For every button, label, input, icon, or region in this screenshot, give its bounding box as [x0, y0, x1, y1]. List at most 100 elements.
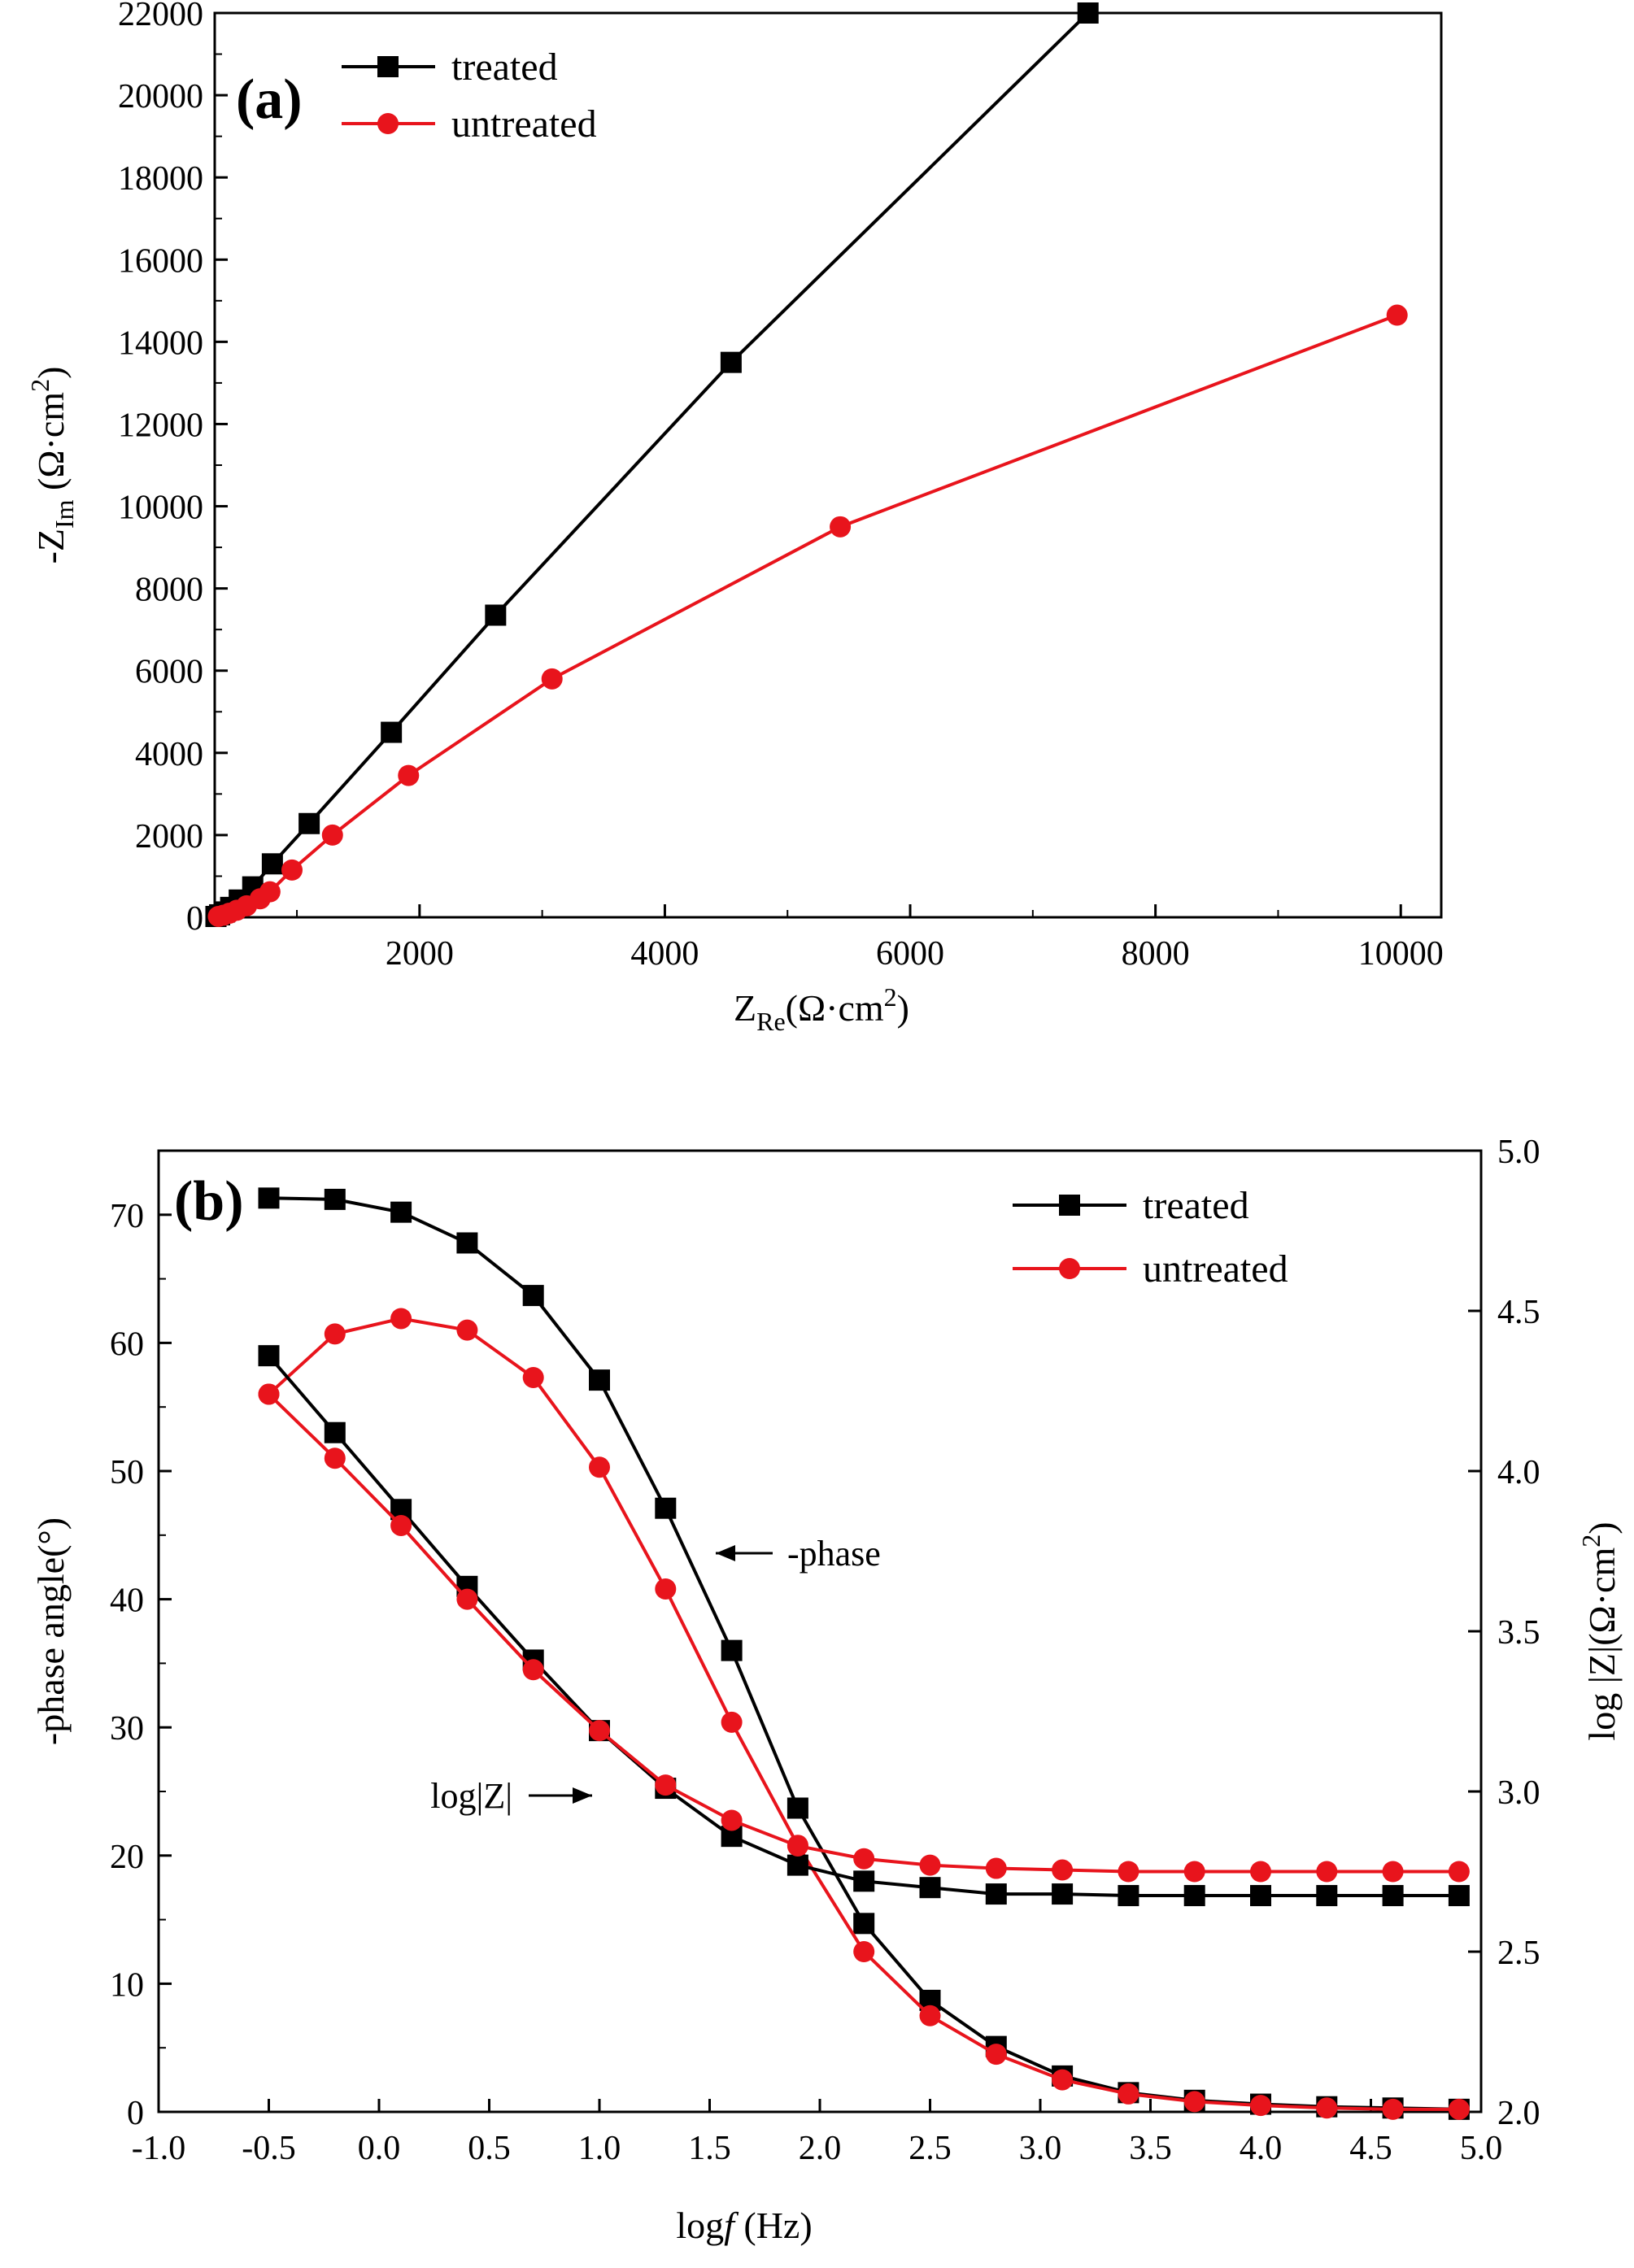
point-b-untreated-logz	[985, 1857, 1007, 1879]
annotation-phase-label: -phase	[787, 1534, 881, 1574]
y2-tick-label-b: 3.5	[1497, 1614, 1540, 1652]
point-b-treated-phase	[456, 1232, 478, 1254]
annotation-logz: log|Z|	[430, 1776, 592, 1816]
series-b-treated-logz	[258, 1345, 1470, 1907]
point-b-treated-phase	[721, 1639, 743, 1661]
point-b-untreated-logz	[1118, 1861, 1139, 1883]
point-b-treated-phase	[655, 1497, 677, 1519]
point-b-untreated-logz	[1183, 1861, 1205, 1883]
point-b-untreated-phase	[1118, 2083, 1139, 2105]
y-tick-label-a: 10000	[118, 490, 203, 527]
legend-b-untreated-label: untreated	[1143, 1247, 1288, 1291]
legend-a-untreated: untreated	[342, 102, 597, 146]
legend-a: treated untreated	[342, 46, 597, 146]
y-tick-label-a: 6000	[135, 654, 203, 691]
point-b-untreated-logz	[324, 1447, 346, 1469]
point-b-treated-logz	[1183, 1885, 1205, 1907]
y-tick-label-b: 10	[110, 1966, 144, 2004]
point-b-untreated-phase	[919, 2005, 941, 2026]
x-tick-label-b: 2.0	[799, 2130, 842, 2167]
point-b-untreated-phase	[1183, 2091, 1205, 2113]
y-tick-label-a: 8000	[135, 572, 203, 609]
x-axis-title-a: ZRe(Ω·cm2)	[734, 982, 909, 1036]
point-b-untreated-logz	[1052, 1859, 1074, 1881]
point-b-untreated-phase	[1448, 2098, 1470, 2120]
y2-title-b-main: log |Z|(Ω·cm	[1581, 1548, 1623, 1741]
point-b-treated-logz	[1052, 1883, 1074, 1905]
y-tick-label-b: 70	[110, 1198, 144, 1235]
series-a-untreated	[207, 304, 1408, 927]
point-b-treated-phase	[522, 1285, 544, 1307]
point-b-treated-logz	[1250, 1885, 1271, 1907]
y2-title-b-close: )	[1581, 1521, 1623, 1534]
y2-tick-label-b: 4.5	[1497, 1294, 1540, 1331]
y2-title-b-sup: 2	[1576, 1534, 1606, 1548]
x-title-a-sub: Re	[756, 1007, 786, 1036]
point-b-untreated-logz	[589, 1720, 610, 1742]
nyquist-plot: 2000 4000 6000 8000 10000 0 2000 4000 6000 8000 10…	[25, 0, 1444, 1036]
point-a-untreated	[1386, 304, 1408, 326]
legend-b-treated-marker	[1059, 1195, 1080, 1216]
series-b-untreated-logz	[258, 1383, 1470, 1883]
y2-axis-title-b: log |Z|(Ω·cm2)	[1576, 1521, 1623, 1740]
series-b-treated-phase	[258, 1187, 1470, 2120]
y-tick-label-a: 12000	[118, 407, 203, 444]
point-b-treated-logz	[324, 1421, 346, 1443]
point-b-untreated-logz	[853, 1848, 875, 1870]
x-tick-label-b: 1.5	[688, 2130, 731, 2167]
point-b-untreated-logz	[522, 1659, 544, 1681]
x-tick-label-b: 3.0	[1019, 2130, 1062, 2167]
plot-frame-b	[157, 1149, 1483, 2113]
point-b-untreated-logz	[390, 1514, 412, 1536]
point-b-treated-logz	[258, 1345, 280, 1367]
point-b-untreated-logz	[258, 1383, 280, 1405]
legend-a-untreated-marker	[377, 113, 399, 134]
x-title-a-sup: 2	[884, 982, 897, 1012]
y-title-a-sup: 2	[25, 379, 54, 392]
point-b-untreated-logz	[721, 1809, 743, 1831]
point-b-treated-phase	[786, 1797, 808, 1819]
x-tick-label-a: 8000	[1122, 935, 1190, 973]
y-tick-label-a: 18000	[118, 160, 203, 198]
point-b-untreated-phase	[456, 1319, 478, 1341]
x-tick-label-b: 1.0	[578, 2130, 621, 2167]
y-tick-label-a: 0	[186, 900, 203, 938]
x-tick-label-b: 5.0	[1460, 2130, 1503, 2167]
point-a-treated	[261, 853, 283, 875]
panel-label-b: (b)	[174, 1170, 244, 1233]
legend-b: treated untreated	[1013, 1184, 1288, 1291]
y-tick-label-a: 4000	[135, 736, 203, 773]
y2-tick-label-b: 4.0	[1497, 1454, 1540, 1491]
x-tick-label-b: -0.5	[242, 2130, 296, 2167]
point-a-treated	[298, 812, 320, 834]
legend-a-untreated-label: untreated	[451, 102, 597, 146]
point-a-untreated	[541, 668, 563, 690]
y-tick-label-a: 14000	[118, 324, 203, 362]
point-b-untreated-phase	[655, 1578, 677, 1600]
series-b-untreated-phase-line	[268, 1317, 1459, 2111]
point-b-treated-logz	[786, 1854, 808, 1876]
point-b-untreated-phase	[390, 1308, 412, 1330]
point-b-treated-phase	[853, 1913, 875, 1935]
point-b-treated-logz	[1316, 1885, 1338, 1907]
y-tick-label-a: 16000	[118, 242, 203, 280]
y2-tick-label-b: 5.0	[1497, 1134, 1540, 1171]
x-title-b-main: log	[676, 2205, 724, 2246]
point-b-untreated-phase	[1250, 2095, 1271, 2117]
y-tick-label-a: 2000	[135, 818, 203, 855]
point-b-untreated-phase	[985, 2044, 1007, 2066]
point-b-treated-logz	[1382, 1885, 1404, 1907]
legend-b-treated: treated	[1013, 1184, 1249, 1227]
series-a-untreated-line	[218, 313, 1398, 918]
point-b-untreated-phase	[589, 1456, 610, 1478]
legend-a-treated-marker	[377, 56, 399, 77]
x-title-b-unit: (Hz)	[734, 2205, 813, 2246]
point-b-untreated-logz	[1448, 1861, 1470, 1883]
y2-tick-label-b: 3.0	[1497, 1774, 1540, 1812]
x-tick-label-a: 4000	[630, 935, 699, 973]
point-a-treated	[720, 351, 742, 373]
point-a-untreated	[321, 824, 343, 846]
point-b-untreated-logz	[456, 1588, 478, 1610]
point-b-untreated-logz	[919, 1854, 941, 1876]
